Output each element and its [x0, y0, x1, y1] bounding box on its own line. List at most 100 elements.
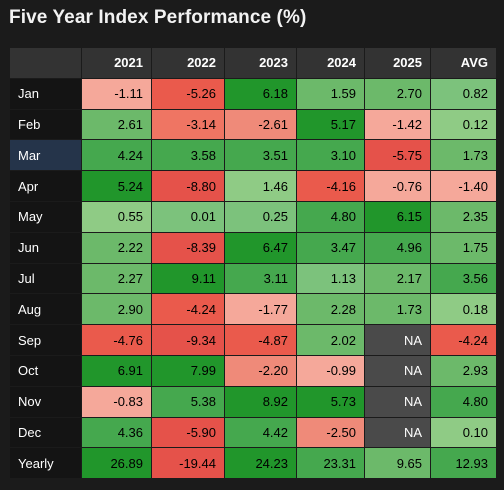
table-cell[interactable]: -2.20	[224, 354, 297, 387]
table-cell[interactable]: -5.90	[151, 416, 225, 449]
table-cell[interactable]: 4.42	[224, 416, 297, 449]
table-cell[interactable]: 5.24	[81, 170, 152, 202]
table-cell[interactable]: 2.93	[430, 354, 497, 387]
row-label[interactable]: Apr	[9, 170, 82, 202]
table-row[interactable]: Apr 5.24 -8.80 1.46 -4.16 -0.76 -1.40	[9, 170, 497, 202]
table-cell[interactable]: 1.75	[430, 231, 497, 264]
table-cell[interactable]: 0.55	[81, 200, 152, 233]
table-cell[interactable]: 2.70	[364, 77, 431, 110]
table-cell[interactable]: -8.39	[151, 231, 225, 264]
column-header[interactable]: 2024	[296, 47, 365, 79]
table-cell[interactable]: 6.15	[364, 200, 431, 233]
table-cell[interactable]: -4.24	[430, 324, 497, 356]
column-header[interactable]: 2022	[151, 47, 225, 79]
table-cell[interactable]: -4.24	[151, 293, 225, 326]
table-cell[interactable]: -9.34	[151, 324, 225, 356]
row-label[interactable]: Aug	[9, 293, 82, 326]
row-label[interactable]: Jun	[9, 231, 82, 264]
table-row[interactable]: Yearly 26.89 -19.44 24.23 23.31 9.65 12.93	[9, 447, 497, 480]
table-cell[interactable]: 2.90	[81, 293, 152, 326]
table-cell[interactable]: -19.44	[151, 447, 225, 480]
table-row[interactable]: Feb 2.61 -3.14 -2.61 5.17 -1.42 0.12	[9, 108, 497, 141]
table-row[interactable]: Aug 2.90 -4.24 -1.77 2.28 1.73 0.18	[9, 293, 497, 326]
table-row[interactable]: Jul 2.27 9.11 3.11 1.13 2.17 3.56	[9, 262, 497, 295]
table-cell[interactable]: 0.12	[430, 108, 497, 141]
table-cell[interactable]: 3.47	[296, 231, 365, 264]
table-cell[interactable]: -4.16	[296, 170, 365, 202]
table-cell[interactable]: 2.17	[364, 262, 431, 295]
table-cell[interactable]: 6.91	[81, 354, 152, 387]
table-cell[interactable]: 2.27	[81, 262, 152, 295]
table-cell[interactable]: 3.51	[224, 139, 297, 172]
table-cell[interactable]: -2.61	[224, 108, 297, 141]
table-cell[interactable]: 3.10	[296, 139, 365, 172]
table-cell[interactable]: 7.99	[151, 354, 225, 387]
table-cell[interactable]: NA	[364, 324, 431, 356]
table-cell[interactable]: 5.17	[296, 108, 365, 141]
table-cell[interactable]: 1.59	[296, 77, 365, 110]
table-cell[interactable]: 1.73	[364, 293, 431, 326]
row-label[interactable]: May	[9, 200, 82, 233]
row-label[interactable]: Jan	[9, 77, 82, 110]
table-cell[interactable]: -1.77	[224, 293, 297, 326]
table-cell[interactable]: 4.80	[296, 200, 365, 233]
table-cell[interactable]: 5.38	[151, 385, 225, 418]
table-cell[interactable]: -3.14	[151, 108, 225, 141]
row-label[interactable]: Jul	[9, 262, 82, 295]
table-cell[interactable]: 1.13	[296, 262, 365, 295]
table-cell[interactable]: -2.50	[296, 416, 365, 449]
table-row[interactable]: Nov -0.83 5.38 8.92 5.73 NA 4.80	[9, 385, 497, 418]
table-row[interactable]: Oct 6.91 7.99 -2.20 -0.99 NA 2.93	[9, 354, 497, 387]
table-cell[interactable]: 9.65	[364, 447, 431, 480]
column-header[interactable]: AVG	[430, 47, 497, 79]
table-cell[interactable]: -5.26	[151, 77, 225, 110]
table-row[interactable]: Jun 2.22 -8.39 6.47 3.47 4.96 1.75	[9, 231, 497, 264]
table-cell[interactable]: -1.40	[430, 170, 497, 202]
table-cell[interactable]: 4.24	[81, 139, 152, 172]
table-cell[interactable]: NA	[364, 354, 431, 387]
table-row[interactable]: Sep -4.76 -9.34 -4.87 2.02 NA -4.24	[9, 324, 497, 356]
table-cell[interactable]: 3.56	[430, 262, 497, 295]
table-cell[interactable]: 9.11	[151, 262, 225, 295]
row-label[interactable]: Sep	[9, 324, 82, 356]
table-cell[interactable]: -4.76	[81, 324, 152, 356]
table-cell[interactable]: -5.75	[364, 139, 431, 172]
table-row[interactable]: May 0.55 0.01 0.25 4.80 6.15 2.35	[9, 200, 497, 233]
table-cell[interactable]: 3.11	[224, 262, 297, 295]
table-cell[interactable]: 6.18	[224, 77, 297, 110]
table-cell[interactable]: 1.46	[224, 170, 297, 202]
table-cell[interactable]: 2.28	[296, 293, 365, 326]
table-cell[interactable]: -8.80	[151, 170, 225, 202]
column-header[interactable]: 2021	[81, 47, 152, 79]
table-cell[interactable]: 1.73	[430, 139, 497, 172]
table-cell[interactable]: 4.36	[81, 416, 152, 449]
row-label[interactable]: Oct	[9, 354, 82, 387]
column-header[interactable]: 2025	[364, 47, 431, 79]
row-label[interactable]: Mar	[9, 139, 82, 172]
table-cell[interactable]: -1.42	[364, 108, 431, 141]
table-cell[interactable]: 0.18	[430, 293, 497, 326]
table-cell[interactable]: 24.23	[224, 447, 297, 480]
row-label[interactable]: Yearly	[9, 447, 82, 480]
table-cell[interactable]: 2.35	[430, 200, 497, 233]
table-cell[interactable]: 0.25	[224, 200, 297, 233]
table-row[interactable]: Jan -1.11 -5.26 6.18 1.59 2.70 0.82	[9, 77, 497, 110]
table-row[interactable]: Mar 4.24 3.58 3.51 3.10 -5.75 1.73	[9, 139, 497, 172]
table-cell[interactable]: 2.22	[81, 231, 152, 264]
table-cell[interactable]: 6.47	[224, 231, 297, 264]
row-label[interactable]: Feb	[9, 108, 82, 141]
row-label[interactable]: Nov	[9, 385, 82, 418]
table-cell[interactable]: 4.96	[364, 231, 431, 264]
table-cell[interactable]: 26.89	[81, 447, 152, 480]
table-cell[interactable]: -0.76	[364, 170, 431, 202]
table-cell[interactable]: 0.10	[430, 416, 497, 449]
row-label[interactable]: Dec	[9, 416, 82, 449]
table-cell[interactable]: -0.99	[296, 354, 365, 387]
table-cell[interactable]: NA	[364, 416, 431, 449]
table-cell[interactable]: 0.01	[151, 200, 225, 233]
table-cell[interactable]: -1.11	[81, 77, 152, 110]
table-cell[interactable]: 0.82	[430, 77, 497, 110]
table-cell[interactable]: 2.02	[296, 324, 365, 356]
table-cell[interactable]: 3.58	[151, 139, 225, 172]
table-cell[interactable]: NA	[364, 385, 431, 418]
